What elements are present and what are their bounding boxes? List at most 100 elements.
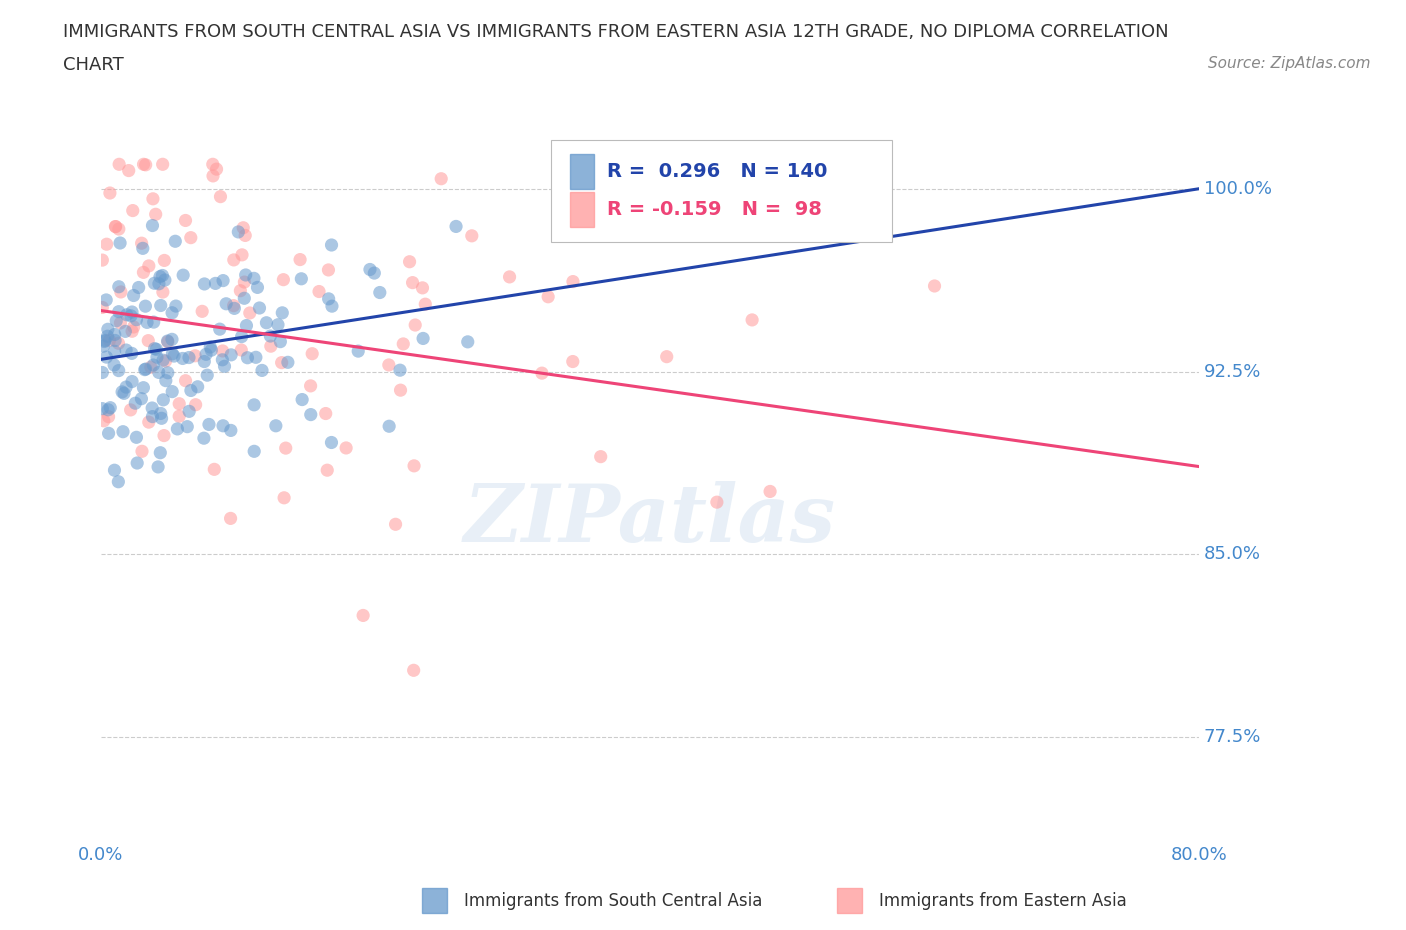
Point xyxy=(120,309,142,324)
Point xyxy=(211,352,233,367)
Point xyxy=(195,367,218,382)
Point xyxy=(146,350,169,365)
Point xyxy=(228,224,250,239)
Point xyxy=(148,276,170,291)
Point xyxy=(174,373,197,388)
Point xyxy=(200,343,222,358)
Point xyxy=(235,318,257,333)
Point xyxy=(299,379,322,393)
Point xyxy=(155,353,177,368)
Point xyxy=(301,346,323,361)
Point xyxy=(153,272,176,287)
Point xyxy=(132,157,155,172)
Point xyxy=(136,315,159,330)
Point xyxy=(165,299,187,313)
Text: ZIPatlas: ZIPatlas xyxy=(464,482,837,559)
Point xyxy=(231,329,253,344)
Point xyxy=(96,329,118,344)
Point xyxy=(103,357,125,372)
Point xyxy=(404,317,426,332)
Text: Immigrants from South Central Asia: Immigrants from South Central Asia xyxy=(464,892,762,910)
Point xyxy=(108,221,131,236)
Point xyxy=(91,300,114,315)
Point xyxy=(112,386,135,401)
Point xyxy=(269,334,291,349)
Point xyxy=(149,269,172,284)
Point xyxy=(145,206,167,221)
Point xyxy=(184,349,207,364)
Point xyxy=(93,339,115,353)
Point xyxy=(246,280,269,295)
Point xyxy=(363,266,385,281)
Bar xyxy=(569,153,595,189)
Text: 85.0%: 85.0% xyxy=(1204,545,1261,564)
Point xyxy=(97,426,120,441)
Point xyxy=(267,317,290,332)
Point xyxy=(172,268,194,283)
Point xyxy=(107,304,129,319)
Point xyxy=(167,396,190,411)
Point xyxy=(176,419,198,434)
Point xyxy=(107,363,129,378)
Point xyxy=(118,163,141,178)
Point xyxy=(316,463,339,478)
Point xyxy=(163,349,186,364)
Point xyxy=(111,424,134,439)
Point xyxy=(121,324,143,339)
Point xyxy=(288,252,311,267)
Point xyxy=(273,272,295,287)
Point xyxy=(308,284,330,299)
Point xyxy=(561,354,583,369)
Point xyxy=(141,219,163,233)
Point xyxy=(135,362,157,377)
Point xyxy=(141,401,163,416)
Point xyxy=(368,286,391,300)
Point xyxy=(232,220,254,235)
Text: IMMIGRANTS FROM SOUTH CENTRAL ASIA VS IMMIGRANTS FROM EASTERN ASIA 12TH GRADE, N: IMMIGRANTS FROM SOUTH CENTRAL ASIA VS IM… xyxy=(63,23,1168,41)
Text: Source: ZipAtlas.com: Source: ZipAtlas.com xyxy=(1208,56,1371,71)
Point xyxy=(202,462,225,477)
Point xyxy=(108,157,131,172)
Point xyxy=(138,415,160,430)
Point xyxy=(378,418,401,433)
Point xyxy=(239,306,262,321)
Point xyxy=(254,315,277,330)
Text: R = -0.159   N =  98: R = -0.159 N = 98 xyxy=(607,200,823,219)
Point xyxy=(413,297,436,312)
Point xyxy=(152,392,174,407)
Point xyxy=(264,418,287,433)
Point xyxy=(184,397,207,412)
Point xyxy=(291,392,314,407)
Point xyxy=(179,404,201,418)
Point xyxy=(172,351,194,365)
Point xyxy=(132,241,155,256)
Point xyxy=(236,351,259,365)
Text: CHART: CHART xyxy=(63,56,124,73)
Point xyxy=(94,333,117,348)
Point xyxy=(162,346,184,361)
Point xyxy=(108,279,131,294)
Point xyxy=(205,162,228,177)
Point xyxy=(149,298,172,312)
Point xyxy=(108,235,131,250)
Point xyxy=(98,333,121,348)
Point xyxy=(389,383,412,398)
Point xyxy=(155,373,177,388)
Point xyxy=(243,271,266,286)
Point xyxy=(219,511,242,525)
Point xyxy=(260,339,283,353)
Point xyxy=(93,413,115,428)
Point xyxy=(430,171,453,186)
Point xyxy=(127,456,149,471)
Point xyxy=(121,203,143,218)
Text: R =  0.296   N = 140: R = 0.296 N = 140 xyxy=(607,162,828,180)
Point xyxy=(105,313,128,328)
Point xyxy=(224,301,246,316)
Point xyxy=(741,312,763,327)
Point xyxy=(201,157,224,172)
Point xyxy=(321,435,343,450)
Point xyxy=(174,213,197,228)
Point xyxy=(156,335,179,350)
Point xyxy=(187,379,209,394)
Point xyxy=(131,444,153,458)
